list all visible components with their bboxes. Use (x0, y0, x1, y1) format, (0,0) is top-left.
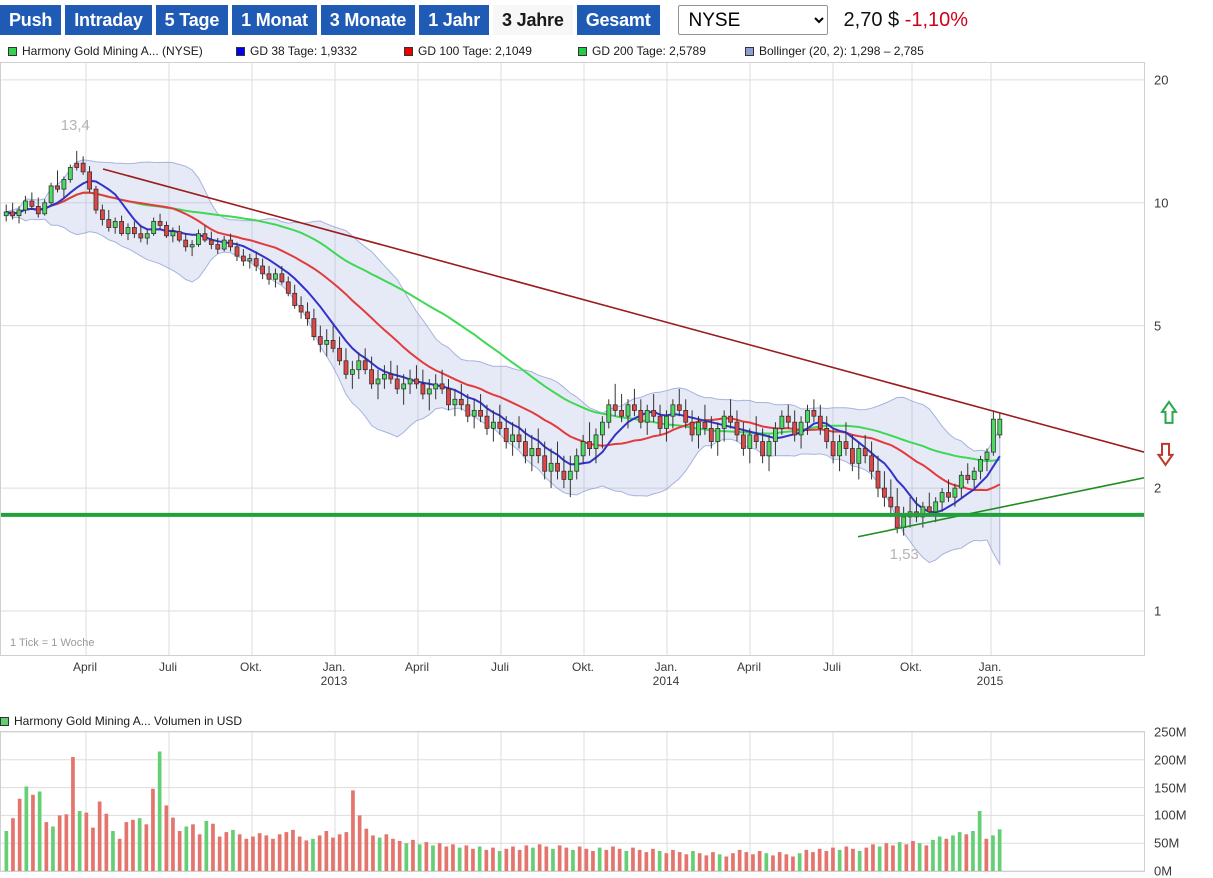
price-x-tick-8: April (737, 660, 761, 674)
legend-label-2: GD 100 Tage: 2,1049 (418, 44, 532, 58)
x-tick-month: Juli (490, 660, 510, 674)
legend-label-4: Bollinger (20, 2): 1,298 – 2,785 (759, 44, 924, 58)
x-tick-month: Okt. (899, 660, 923, 674)
down-arrow-icon[interactable] (1156, 442, 1175, 467)
volume-y-tick-0M: 0M (1154, 863, 1173, 878)
period-button-gesamt[interactable]: Gesamt (576, 5, 660, 35)
price-block: 2,70 $ -1,10% (844, 9, 969, 32)
price-x-tick-11: Jan. 2015 (977, 660, 1004, 688)
legend-swatch-2 (404, 46, 413, 56)
up-arrow-icon[interactable] (1160, 400, 1178, 424)
price-y-tick-1: 1 (1154, 603, 1162, 619)
exchange-select[interactable]: NYSE (677, 5, 828, 35)
legend-swatch-1 (236, 46, 245, 56)
price-x-tick-1: Juli (159, 660, 177, 674)
candlestick-series (3, 150, 1003, 536)
price-y-axis: 1 2 5 10 20 (1146, 62, 1213, 656)
price-x-axis: April Juli Okt. Jan. 2013 April Juli Okt. Jan. 20… (0, 656, 1145, 704)
volume-y-tick-150M: 150M (1154, 780, 1187, 796)
volume-y-tick-200M: 200M (1154, 752, 1187, 768)
period-button-push[interactable]: Push (0, 5, 62, 35)
volume-y-tick-100M: 100M (1154, 807, 1187, 823)
volume-legend-swatch (0, 716, 9, 726)
legend-item-3[interactable]: GD 200 Tage: 2,5789 (578, 44, 706, 58)
volume-legend-label: Harmony Gold Mining A... Volumen in USD (14, 714, 243, 728)
ma-100 (5, 191, 1001, 492)
price-change: -1,10% (904, 8, 969, 31)
period-toolbar: Push Intraday 5 Tage 1 Monat 3 Monate 1 Jahr 3… (0, 0, 1213, 40)
volume-y-tick-50M: 50M (1154, 835, 1180, 851)
ma-38 (5, 179, 1001, 514)
price-x-tick-10: Okt. (900, 660, 922, 674)
tick-interval-label: 1 Tick = 1 Woche (10, 637, 95, 649)
legend-label-0: Harmony Gold Mining A... (NYSE) (22, 44, 203, 58)
legend-swatch-3 (578, 46, 587, 56)
volume-bar-series (4, 751, 1002, 871)
legend-swatch-0 (8, 46, 17, 56)
price-chart-legend: Harmony Gold Mining A... (NYSE) GD 38 Tag… (0, 41, 1213, 61)
period-button-5-tage[interactable]: 5 Tage (155, 5, 229, 35)
price-x-tick-0: April (73, 660, 97, 674)
x-tick-year: 2014 (652, 674, 680, 688)
high-annotation: 13,4 (60, 116, 90, 134)
last-price: 2,70 $ (843, 8, 900, 31)
price-x-tick-2: Okt. (240, 660, 262, 674)
x-tick-month: Okt. (571, 660, 595, 674)
legend-item-2[interactable]: GD 100 Tage: 2,1049 (404, 44, 532, 58)
volume-chart-svg (1, 732, 1144, 871)
legend-label-3: GD 200 Tage: 2,5789 (592, 44, 706, 58)
legend-item-1[interactable]: GD 38 Tage: 1,9332 (236, 44, 357, 58)
trendline-resistance-downtrend (102, 168, 1144, 453)
period-button-group: Push Intraday 5 Tage 1 Monat 3 Monate 1 Jahr 3… (0, 5, 664, 35)
trendline-support-uptrend (857, 476, 1144, 538)
period-button-1-monat[interactable]: 1 Monat (232, 5, 317, 35)
volume-chart-legend: Harmony Gold Mining A... Volumen in USD (0, 711, 1213, 731)
legend-item-4[interactable]: Bollinger (20, 2): 1,298 – 2,785 (745, 44, 924, 58)
x-tick-month: Juli (158, 660, 178, 674)
price-chart-pane[interactable]: 13,4 1,53 (0, 62, 1145, 656)
low-annotation: 1,53 (889, 545, 919, 563)
period-button-intraday[interactable]: Intraday (65, 5, 152, 35)
price-x-tick-5: Juli (491, 660, 509, 674)
x-tick-month: Jan. (978, 660, 1002, 674)
price-x-tick-9: Juli (823, 660, 841, 674)
legend-label-1: GD 38 Tage: 1,9332 (250, 44, 358, 58)
x-tick-year: 2013 (320, 674, 348, 688)
x-tick-month: Juli (822, 660, 842, 674)
x-tick-month: April (404, 660, 430, 674)
price-marker-arrows (1156, 400, 1178, 467)
price-y-tick-10: 10 (1154, 195, 1169, 211)
bollinger-band (5, 159, 1001, 567)
x-tick-month: Okt. (239, 660, 263, 674)
x-tick-month: April (736, 660, 762, 674)
period-button-3-monate[interactable]: 3 Monate (320, 5, 416, 35)
price-y-tick-2: 2 (1154, 480, 1162, 496)
x-tick-month: April (72, 660, 98, 674)
legend-item-0[interactable]: Harmony Gold Mining A... (NYSE) (8, 44, 203, 58)
period-button-1-jahr[interactable]: 1 Jahr (419, 5, 490, 35)
x-tick-month: Jan. (322, 660, 346, 674)
volume-y-tick-250M: 250M (1154, 724, 1187, 740)
period-button-3-jahre[interactable]: 3 Jahre (493, 5, 573, 35)
price-x-tick-3: Jan. 2013 (321, 660, 348, 688)
volume-chart-pane[interactable] (0, 731, 1145, 872)
x-tick-year: 2015 (976, 674, 1004, 688)
price-chart-svg (1, 63, 1144, 655)
price-gridlines (1, 63, 1144, 655)
price-y-tick-5: 5 (1154, 318, 1162, 334)
volume-y-axis: 0M 50M 100M 150M 200M 250M (1146, 725, 1213, 878)
price-x-tick-4: April (405, 660, 429, 674)
price-y-tick-20: 20 (1154, 72, 1169, 88)
legend-swatch-4 (745, 46, 754, 56)
x-tick-month: Jan. (654, 660, 678, 674)
price-x-tick-6: Okt. (572, 660, 594, 674)
price-x-tick-7: Jan. 2014 (653, 660, 680, 688)
